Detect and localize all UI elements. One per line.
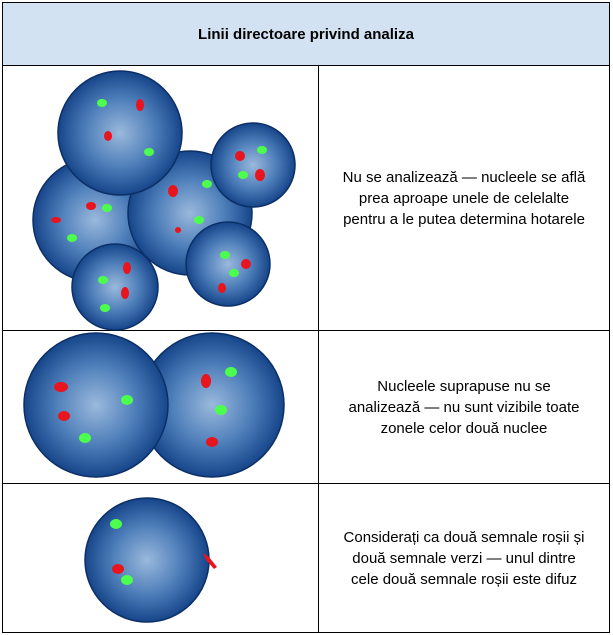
nucleus bbox=[71, 243, 159, 331]
nucleus bbox=[84, 497, 210, 623]
table-header: Linii directoare privind analiza bbox=[2, 2, 610, 66]
green-signals bbox=[67, 99, 267, 585]
text-cell: Nu se analizează — nucleele se află prea… bbox=[318, 65, 610, 331]
red-signals bbox=[51, 99, 265, 574]
nucleus bbox=[210, 122, 296, 208]
nucleus bbox=[57, 70, 183, 196]
nucleus bbox=[23, 332, 169, 478]
nucleus bbox=[185, 221, 271, 307]
text-cell: Nucleele suprapuse nu se analizează — nu… bbox=[318, 330, 610, 484]
nucleus-group bbox=[23, 70, 296, 623]
text-cell: Considerați ca două semnale roșii și dou… bbox=[318, 483, 610, 633]
